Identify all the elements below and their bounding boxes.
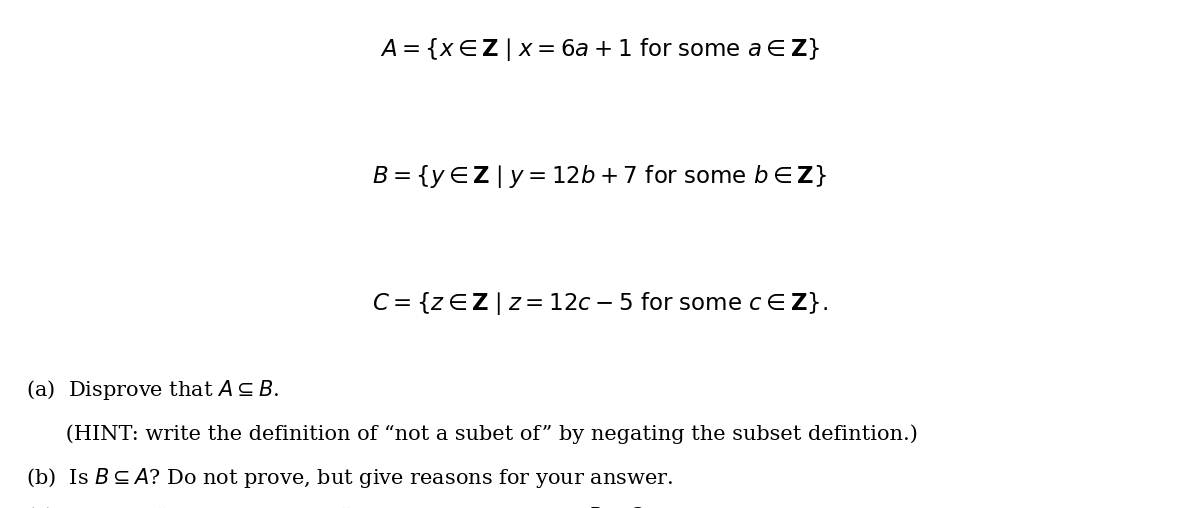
Text: $C = \{z \in \mathbf{Z}\mid z = 12c-5\ \text{for some}\ c \in \mathbf{Z}\}.$: $C = \{z \in \mathbf{Z}\mid z = 12c-5\ \… — [372, 290, 828, 316]
Text: $A = \{x \in \mathbf{Z}\mid x = 6a+1\ \text{for some}\ a \in \mathbf{Z}\}$: $A = \{x \in \mathbf{Z}\mid x = 6a+1\ \t… — [379, 36, 821, 62]
Text: $B = \{y \in \mathbf{Z}\mid y = 12b+7\ \text{for some}\ b \in \mathbf{Z}\}$: $B = \{y \in \mathbf{Z}\mid y = 12b+7\ \… — [372, 163, 828, 189]
Text: (c)  Use the “element chasing” method to prove that $B = C$;: (c) Use the “element chasing” method to … — [26, 505, 649, 508]
Text: (HINT: write the definition of “not a subet of” by negating the subset defintion: (HINT: write the definition of “not a su… — [26, 424, 918, 444]
Text: (b)  Is $B \subseteq A$? Do not prove, but give reasons for your answer.: (b) Is $B \subseteq A$? Do not prove, bu… — [26, 466, 673, 490]
Text: (a)  Disprove that $A \subseteq B$.: (a) Disprove that $A \subseteq B$. — [26, 378, 280, 402]
